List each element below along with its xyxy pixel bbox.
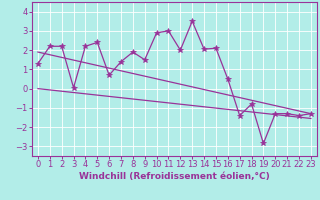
X-axis label: Windchill (Refroidissement éolien,°C): Windchill (Refroidissement éolien,°C) [79, 172, 270, 181]
